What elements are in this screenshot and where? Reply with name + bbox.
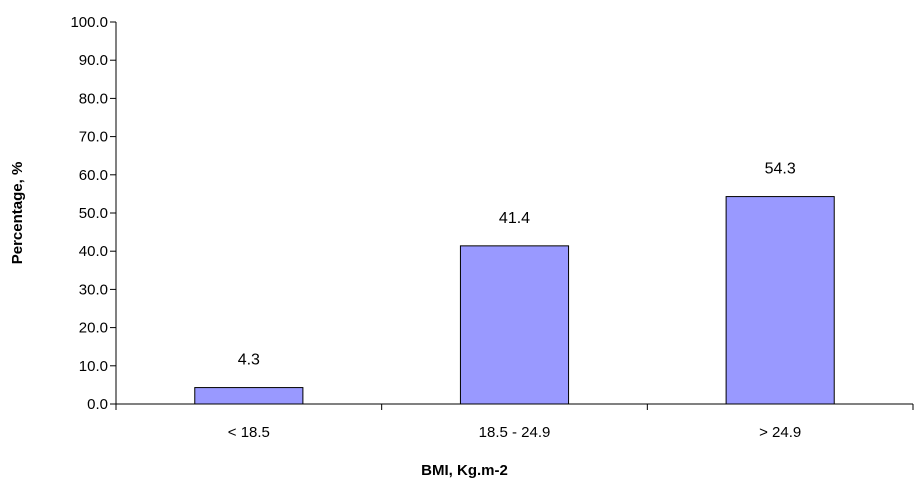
value-labels-group: 4.3 41.4 54.3 bbox=[238, 161, 796, 369]
bar-value-label: 54.3 bbox=[765, 161, 796, 178]
y-axis-ticks: 0.0 10.0 20.0 30.0 40.0 50.0 60.0 70.0 80.0 90.0 1… bbox=[70, 14, 116, 413]
y-tick-label: 0.0 bbox=[87, 396, 108, 413]
bar-value-label: 41.4 bbox=[499, 210, 530, 227]
y-tick-label: 40.0 bbox=[79, 243, 108, 260]
x-axis-title: BMI, Kg.m-2 bbox=[421, 462, 508, 479]
y-tick-label: 100.0 bbox=[70, 14, 108, 31]
bar bbox=[459, 245, 570, 405]
x-tick-label: > 24.9 bbox=[759, 424, 801, 441]
y-tick-label: 50.0 bbox=[79, 205, 108, 222]
y-tick-label: 90.0 bbox=[79, 52, 108, 69]
y-tick-label: 10.0 bbox=[79, 358, 108, 375]
bar-value-label: 4.3 bbox=[238, 352, 260, 369]
y-tick-label: 20.0 bbox=[79, 320, 108, 337]
y-tick-label: 80.0 bbox=[79, 90, 108, 107]
y-axis-title: Percentage, % bbox=[9, 162, 26, 265]
bars-group bbox=[194, 196, 835, 405]
x-tick-label: < 18.5 bbox=[228, 424, 270, 441]
y-tick-label: 30.0 bbox=[79, 281, 108, 298]
x-axis-ticks: < 18.5 18.5 - 24.9 > 24.9 bbox=[115, 404, 914, 441]
y-tick-label: 60.0 bbox=[79, 167, 108, 184]
y-tick-label: 70.0 bbox=[79, 129, 108, 146]
x-tick-label: 18.5 - 24.9 bbox=[479, 424, 551, 441]
bar bbox=[194, 387, 304, 405]
bar bbox=[725, 196, 835, 405]
